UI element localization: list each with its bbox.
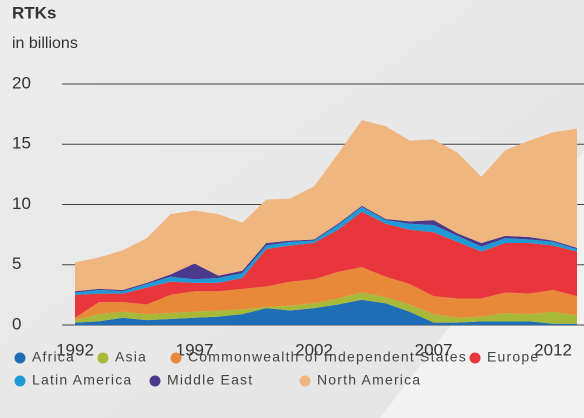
legend-marker [14, 375, 26, 387]
y-tick-label: 5 [12, 254, 21, 273]
legend-label: Commonwealth of Independent States [188, 349, 467, 365]
x-tick-label: 2002 [295, 340, 333, 359]
chart-subtitle: in billions [12, 35, 78, 52]
area [75, 205, 577, 293]
legend-label: Europe [487, 349, 539, 365]
y-tick-label: 20 [12, 73, 31, 92]
legend-marker [170, 352, 182, 364]
legend-label: Middle East [167, 372, 253, 388]
x-tick-label: 1992 [56, 340, 94, 359]
legend-label: Africa [32, 349, 75, 365]
legend-marker [299, 375, 311, 387]
y-tick-label: 0 [12, 314, 21, 333]
area [75, 211, 577, 318]
legend-marker [97, 352, 109, 364]
area [75, 299, 577, 325]
y-tick-label: 10 [12, 194, 31, 213]
x-tick-label: 2007 [415, 340, 453, 359]
legend-label: Latin America [32, 372, 132, 388]
legend-marker [149, 375, 161, 387]
legend-label: Asia [115, 349, 147, 365]
area [75, 292, 577, 324]
legend-marker [14, 352, 26, 364]
area [75, 267, 577, 321]
area [75, 120, 577, 292]
chart-title: RTKs [12, 3, 56, 22]
x-tick-label: 2012 [534, 340, 572, 359]
y-tick-label: 15 [12, 134, 31, 153]
legend-marker [469, 352, 481, 364]
x-tick-label: 1997 [176, 340, 214, 359]
legend-label: North America [317, 372, 421, 388]
